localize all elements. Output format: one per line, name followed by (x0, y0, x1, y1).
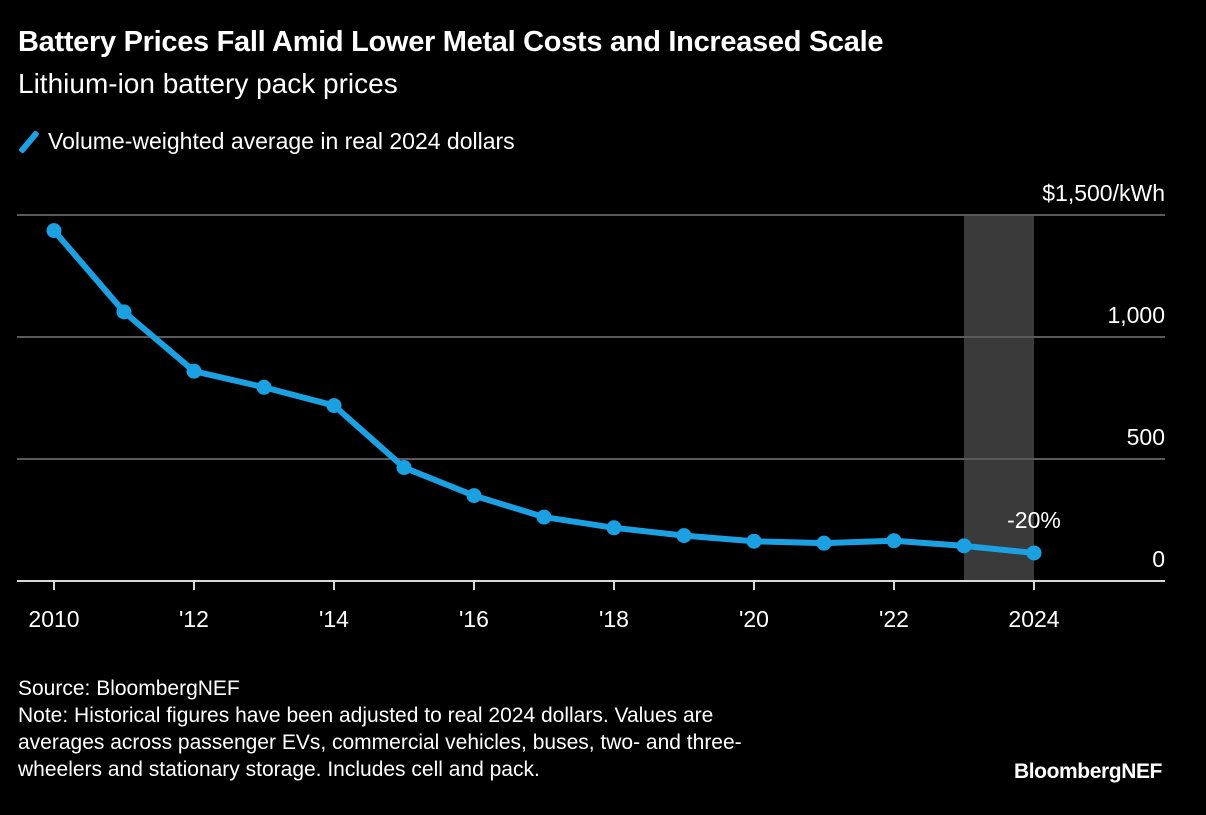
note-line: averages across passenger EVs, commercia… (18, 731, 742, 754)
data-point (746, 533, 762, 549)
data-point (956, 538, 972, 554)
x-tick-label: 2010 (28, 606, 79, 632)
note-line: wheelers and stationary storage. Include… (18, 758, 540, 781)
data-point (326, 398, 342, 414)
change-annotation: -20% (1007, 507, 1061, 533)
x-tick-label: '18 (599, 606, 629, 632)
y-tick-label: 500 (1127, 424, 1165, 450)
highlight-band (964, 215, 1034, 581)
brand-logo: BloombergNEF (1013, 760, 1162, 783)
data-point (1026, 545, 1042, 561)
x-tick-label: '22 (879, 606, 909, 632)
y-tick-label: $1,500/kWh (1042, 180, 1165, 206)
note-line: Note: Historical figures have been adjus… (18, 704, 714, 727)
data-point (606, 520, 622, 536)
x-tick-label: '16 (459, 606, 489, 632)
data-point (396, 460, 412, 476)
data-point (816, 535, 832, 551)
y-tick-label: 0 (1152, 546, 1165, 572)
chart-title: Battery Prices Fall Amid Lower Metal Cos… (18, 26, 884, 58)
legend: Volume-weighted average in real 2024 dol… (18, 128, 515, 155)
source-note: Source: BloombergNEF (18, 677, 240, 700)
data-point (186, 363, 202, 379)
data-point (256, 379, 272, 395)
data-point (676, 528, 692, 544)
x-tick-label: '12 (179, 606, 209, 632)
x-tick-label: 2024 (1008, 606, 1059, 632)
x-tick-label: '20 (739, 606, 769, 632)
data-point (536, 509, 552, 525)
data-point (466, 488, 482, 504)
y-tick-label: 1,000 (1107, 302, 1165, 328)
chart-footer: Source: BloombergNEF Note: Historical fi… (18, 675, 742, 783)
chart-subtitle: Lithium-ion battery pack prices (18, 68, 398, 99)
x-tick-label: '14 (319, 606, 349, 632)
data-point (46, 223, 62, 239)
data-point (886, 533, 902, 549)
legend-label: Volume-weighted average in real 2024 dol… (48, 128, 515, 154)
data-point (116, 304, 132, 320)
series-line (51, 227, 1037, 556)
